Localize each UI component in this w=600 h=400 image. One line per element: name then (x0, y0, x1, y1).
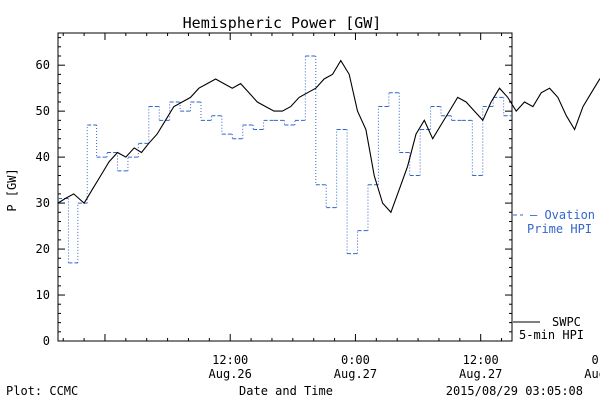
legend-swpc-label-2: 5-min HPI (519, 328, 584, 342)
legend-swpc-label: SWPC (552, 315, 581, 329)
y-tick-label: 60 (36, 58, 50, 72)
x-tick-date-label: Aug.27 (334, 367, 377, 381)
y-tick-label: 40 (36, 150, 50, 164)
timestamp: 2015/08/29 03:05:08 (446, 384, 583, 398)
y-tick-label: 50 (36, 104, 50, 118)
swpc-line (57, 59, 600, 214)
y-axis-label: P [GW] (5, 168, 19, 211)
plot-frame (57, 32, 513, 342)
y-tick-label: 30 (36, 196, 50, 210)
x-tick-date-label: Aug.28 (584, 367, 600, 381)
legend-ovation-label-2: Prime HPI (527, 222, 592, 236)
x-axis-label: Date and Time (239, 384, 333, 398)
x-tick-label: 0:00 (341, 353, 370, 367)
chart-title: Hemispheric Power [GW] (183, 14, 382, 32)
series-group (57, 55, 600, 264)
y-tick-label: 0 (43, 334, 50, 348)
plot-credit: Plot: CCMC (6, 384, 78, 398)
x-tick-label: 0:00 (591, 353, 600, 367)
x-tick-date-label: Aug.26 (209, 367, 252, 381)
x-tick-label: 12:00 (463, 353, 499, 367)
x-tick-label: 12:00 (212, 353, 248, 367)
legend-ovation-label: — Ovation (530, 208, 595, 222)
x-tick-date-label: Aug.27 (459, 367, 502, 381)
axes (57, 32, 513, 342)
tick-labels: 010203040506012:00Aug.260:00Aug.2712:00A… (36, 58, 600, 381)
y-tick-label: 20 (36, 242, 50, 256)
y-tick-label: 10 (36, 288, 50, 302)
